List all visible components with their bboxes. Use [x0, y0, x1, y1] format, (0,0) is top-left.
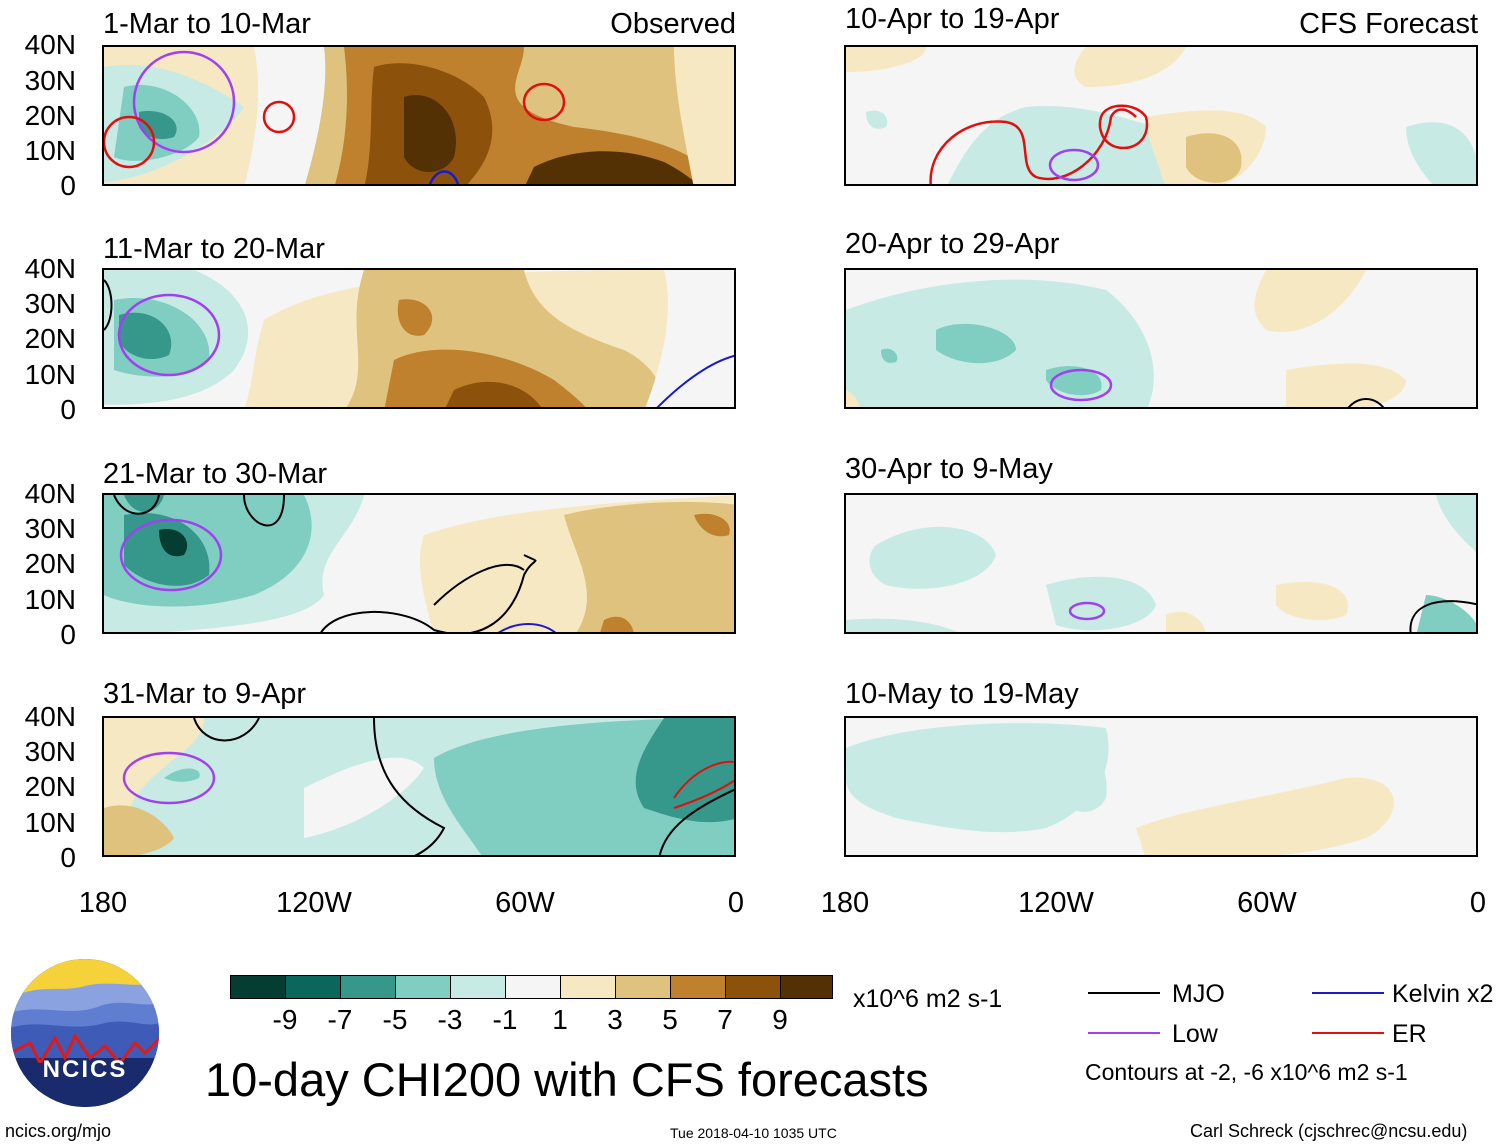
map-panel-5: [844, 45, 1478, 186]
map-field-3: [104, 495, 734, 632]
colorbar-label: 1: [552, 1004, 568, 1035]
map-field-6: [846, 270, 1476, 407]
lat-label: 30N: [24, 736, 76, 767]
panel-title-3: 21-Mar to 30-Mar: [103, 458, 328, 490]
panel-title-4: 31-Mar to 9-Apr: [103, 678, 307, 710]
lat-label: 20N: [24, 100, 76, 131]
colorbar-swatch: [340, 975, 396, 999]
contours-note: Contours at -2, -6 x10^6 m2 s-1: [1085, 1059, 1408, 1085]
colorbar-swatch: [505, 975, 561, 999]
panel-title-7: 30-Apr to 9-May: [845, 453, 1053, 485]
lat-label: 20N: [24, 548, 76, 579]
colorbar-label: -9: [272, 1004, 298, 1035]
lat-label: 10N: [24, 135, 76, 166]
colorbar-label: -5: [382, 1004, 408, 1035]
lat-label: 40N: [24, 478, 76, 509]
colorbar-label: 5: [662, 1004, 678, 1035]
legend-label-er: ER: [1392, 1020, 1427, 1048]
legend-line-kelvin: [1312, 992, 1384, 994]
lon-label: 0: [1469, 887, 1487, 919]
mountain-logo-icon: [11, 959, 159, 1107]
lat-label: 10N: [24, 584, 76, 615]
lon-label: 0: [727, 887, 745, 919]
lat-label: 40N: [24, 29, 76, 60]
footer-author: Carl Schreck (cjschrec@ncsu.edu): [1190, 1121, 1468, 1141]
lat-label: 10N: [24, 807, 76, 838]
lat-label: 40N: [24, 253, 76, 284]
lat-label: 0: [60, 842, 76, 873]
lat-label: 30N: [24, 288, 76, 319]
colorbar-swatch: [615, 975, 671, 999]
lon-label: 180: [78, 887, 128, 919]
colorbar-label: 3: [607, 1004, 623, 1035]
lat-label: 30N: [24, 513, 76, 544]
legend-label-low: Low: [1172, 1020, 1218, 1048]
lat-label: 30N: [24, 65, 76, 96]
panel-title-8: 10-May to 19-May: [845, 678, 1079, 710]
map-panel-8: [844, 716, 1478, 857]
colorbar-label: 7: [717, 1004, 733, 1035]
panel-title-1: 1-Mar to 10-Mar: [103, 8, 311, 40]
map-field-8: [846, 718, 1476, 855]
legend-line-er: [1312, 1032, 1384, 1034]
lat-label: 20N: [24, 323, 76, 354]
map-panel-4: [102, 716, 736, 857]
colorbar-swatch: [450, 975, 506, 999]
map-panel-1: [102, 45, 736, 186]
colorbar-swatch: [725, 975, 781, 999]
lat-label: 0: [60, 619, 76, 650]
colorbar-swatch: [395, 975, 451, 999]
colorbar-label: -1: [492, 1004, 518, 1035]
panel-title-5: 10-Apr to 19-Apr: [845, 3, 1060, 35]
map-panel-6: [844, 268, 1478, 409]
cfs-forecast-label: CFS Forecast: [1299, 8, 1478, 40]
map-panel-3: [102, 493, 736, 634]
colorbar-swatch: [560, 975, 616, 999]
lat-label: 40N: [24, 701, 76, 732]
lon-label: 180: [820, 887, 870, 919]
observed-label: Observed: [610, 8, 736, 40]
lon-label: 120W: [276, 887, 352, 919]
colorbar-swatch: [285, 975, 341, 999]
colorbar-label: -7: [327, 1004, 353, 1035]
legend-line-low: [1088, 1032, 1160, 1034]
footer-url: ncics.org/mjo: [5, 1121, 112, 1141]
colorbar-label: -3: [437, 1004, 463, 1035]
map-panel-7: [844, 493, 1478, 634]
panel-title-2: 11-Mar to 20-Mar: [103, 233, 325, 265]
map-field-7: [846, 495, 1476, 632]
lat-label: 20N: [24, 771, 76, 802]
map-field-5: [846, 47, 1476, 184]
colorbar-label: 9: [772, 1004, 788, 1035]
legend-label-kelvin: Kelvin x2: [1392, 980, 1494, 1008]
lat-label: 0: [60, 170, 76, 201]
lat-label: 0: [60, 394, 76, 425]
lat-label: 10N: [24, 359, 76, 390]
logo-text: NCICS: [42, 1056, 128, 1083]
panel-title-6: 20-Apr to 29-Apr: [845, 228, 1060, 260]
map-field-2: [104, 270, 734, 407]
colorbar-swatch: [780, 975, 833, 999]
colorbar-swatch: [670, 975, 726, 999]
ncics-logo: NCICS: [10, 958, 160, 1108]
map-panel-2: [102, 268, 736, 409]
colorbar-units: x10^6 m2 s-1: [853, 985, 1003, 1013]
legend-label-mjo: MJO: [1172, 980, 1225, 1008]
colorbar-swatch: [230, 975, 286, 999]
lon-label: 120W: [1018, 887, 1094, 919]
legend-line-mjo: [1088, 992, 1160, 994]
footer-timestamp: Tue 2018-04-10 1035 UTC: [670, 1125, 837, 1141]
map-field-1: [104, 47, 734, 184]
lon-label: 60W: [1237, 887, 1297, 919]
lon-label: 60W: [495, 887, 555, 919]
figure-title: 10-day CHI200 with CFS forecasts: [205, 1053, 929, 1106]
map-field-4: [104, 718, 734, 855]
